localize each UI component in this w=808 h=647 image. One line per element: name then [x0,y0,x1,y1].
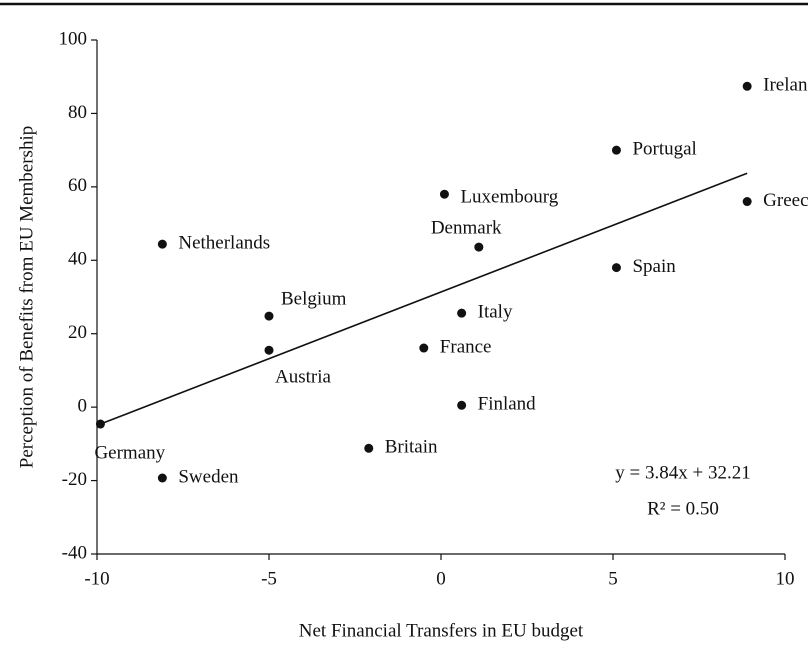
y-tick-label: 60 [68,175,87,196]
point-label: Sweden [178,466,239,487]
x-tick-label: -10 [84,568,109,589]
point-label: Belgium [281,288,347,309]
point-label: Finland [478,394,537,415]
x-tick-label: 5 [608,568,618,589]
point [457,308,467,318]
point-label: Greece [763,190,808,211]
point-label: Spain [632,256,676,277]
y-tick-label: 0 [78,396,88,417]
point [611,263,621,273]
point-label: France [440,336,492,357]
point [157,239,167,249]
point [264,311,274,321]
x-axis-label: Net Financial Transfers in EU budget [299,620,584,641]
point-label: Luxembourg [460,187,558,208]
y-tick-label: 40 [68,249,87,270]
point [474,242,484,252]
point [457,400,467,410]
x-tick-label: 0 [436,568,446,589]
point-label: Germany [94,442,165,463]
point-label: Denmark [431,217,502,238]
point-label: Portugal [632,139,696,160]
point [157,473,167,483]
y-tick-label: 20 [68,322,87,343]
y-tick-label: 100 [59,28,88,49]
y-axis-label: Perception of Benefits from EU Membershi… [16,126,37,468]
y-tick-label: -20 [62,469,87,490]
r-squared: R² = 0.50 [647,498,719,519]
point [439,189,449,199]
trend-line [100,172,748,425]
y-tick-label: 80 [68,102,87,123]
point-label: Ireland [763,75,808,96]
point [364,443,374,453]
point [611,145,621,155]
point [419,343,429,353]
point [742,81,752,91]
x-tick-label: 10 [776,568,795,589]
point [264,345,274,355]
y-tick-label: -40 [62,542,87,563]
x-tick-label: -5 [261,568,277,589]
point [95,419,105,429]
point-label: Austria [275,367,332,388]
point [742,197,752,207]
equation: y = 3.84x + 32.21 [615,462,750,483]
point-label: Netherlands [178,232,270,253]
point-label: Britain [385,437,438,458]
point-label: Italy [478,302,513,323]
